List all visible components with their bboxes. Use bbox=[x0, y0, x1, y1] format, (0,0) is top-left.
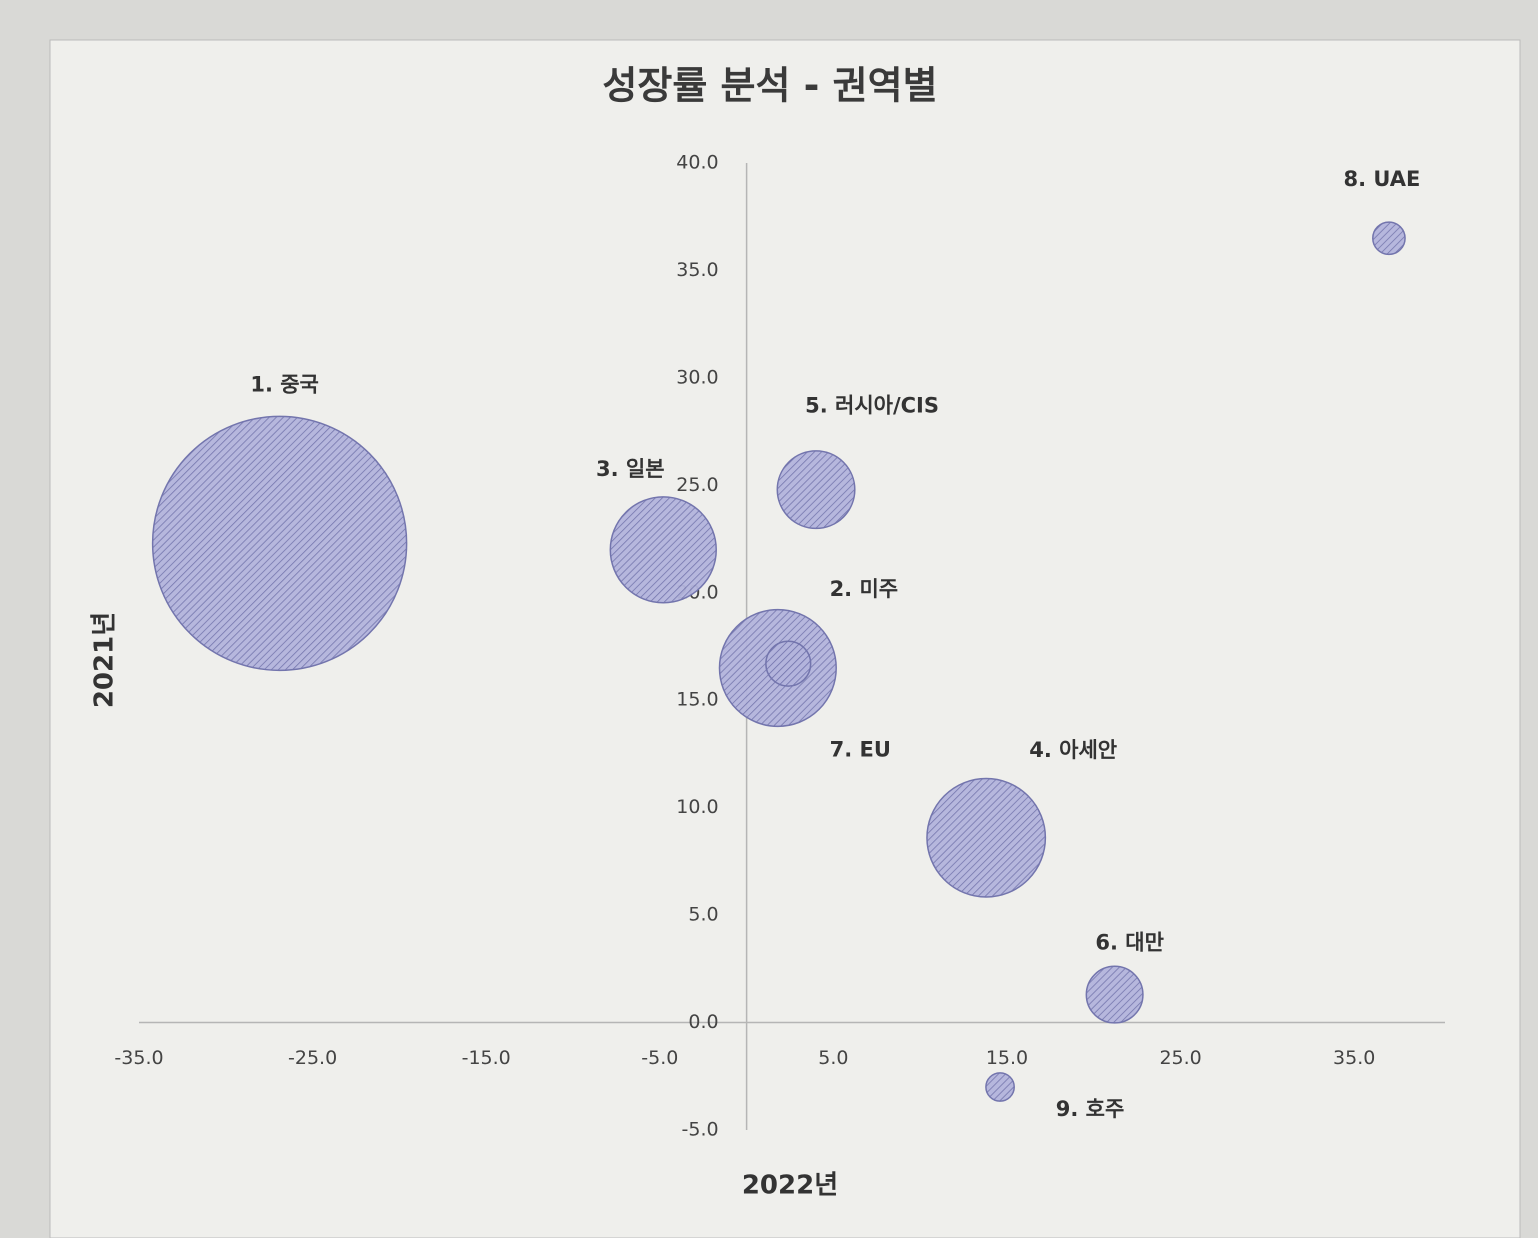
data-label: 3. 일본 bbox=[596, 457, 665, 481]
bubble bbox=[609, 496, 717, 604]
data-label: 6. 대만 bbox=[1095, 931, 1164, 955]
bubble bbox=[1372, 221, 1406, 256]
x-tick-label: 35.0 bbox=[1333, 1047, 1375, 1069]
x-tick-label: -25.0 bbox=[288, 1047, 337, 1069]
x-tick-label: 5.0 bbox=[818, 1047, 848, 1069]
y-tick-label: 40.0 bbox=[676, 152, 718, 174]
y-tick-label: 25.0 bbox=[676, 474, 718, 496]
bubble bbox=[151, 415, 408, 672]
data-label: 5. 러시아/CIS bbox=[805, 394, 939, 418]
x-tick-label: 15.0 bbox=[986, 1047, 1028, 1069]
x-tick-label: -15.0 bbox=[462, 1047, 511, 1069]
y-tick-label: 30.0 bbox=[676, 366, 718, 388]
bubble bbox=[765, 640, 812, 687]
chart-title: 성장률 분석 - 권역별 bbox=[602, 64, 937, 108]
x-tick-label: 25.0 bbox=[1159, 1047, 1201, 1069]
bubble bbox=[776, 450, 856, 530]
data-label: 4. 아세안 bbox=[1029, 738, 1117, 762]
y-tick-label: 10.0 bbox=[676, 796, 718, 818]
data-label: 9. 호주 bbox=[1056, 1097, 1125, 1121]
x-tick-label: -5.0 bbox=[641, 1047, 678, 1069]
data-label: 2. 미주 bbox=[830, 577, 899, 601]
y-tick-label: 5.0 bbox=[688, 904, 718, 926]
data-label: 1. 중국 bbox=[250, 372, 319, 396]
data-label: 7. EU bbox=[830, 738, 891, 762]
y-axis-title: 2021년 bbox=[90, 612, 120, 708]
y-tick-label: 0.0 bbox=[688, 1011, 718, 1033]
y-tick-label: 15.0 bbox=[676, 689, 718, 711]
y-tick-label: -5.0 bbox=[682, 1119, 719, 1141]
data-label: 8. UAE bbox=[1343, 167, 1420, 191]
bubble bbox=[985, 1072, 1015, 1102]
x-tick-label: -35.0 bbox=[114, 1047, 163, 1069]
bubble bbox=[1085, 965, 1144, 1024]
y-tick-label: 35.0 bbox=[676, 259, 718, 281]
x-axis-title: 2022년 bbox=[742, 1171, 838, 1201]
bubble bbox=[926, 777, 1047, 898]
